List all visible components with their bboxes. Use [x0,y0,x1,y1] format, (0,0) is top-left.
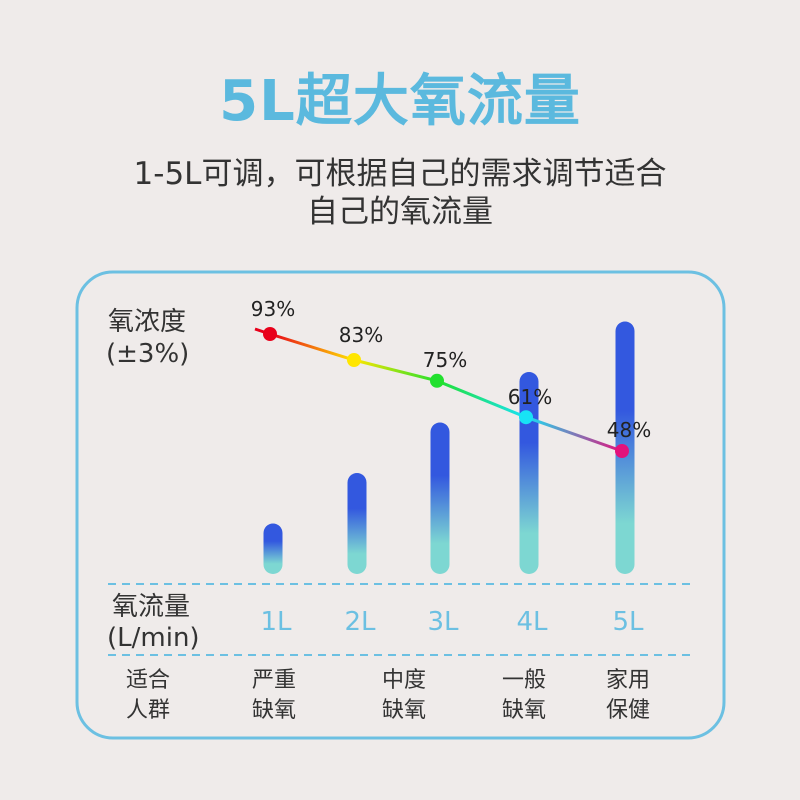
x-tick-label-1L: 1L [260,607,292,637]
y-axis-label-line1: 氧浓度 [108,307,186,337]
x-tick-label-2L: 2L [344,607,376,637]
flow-bar-3L [430,422,450,574]
group-label-2-line2: 缺氧 [502,698,546,723]
flow-bar-1L [263,523,283,574]
y-axis-label-line2: (±3%) [106,339,189,369]
concentration-point-5L [615,444,629,458]
page-title: 5L超大氧流量 [219,69,581,134]
concentration-label-5L: 48% [607,418,651,442]
flow-bar-2L [347,473,367,574]
concentration-point-2L [347,353,361,367]
group-label-2-line1: 一般 [502,668,546,693]
x-tick-label-4L: 4L [516,607,548,637]
subtitle-line-1: 1-5L可调，可根据自己的需求调节适合 [133,156,667,192]
x-tick-label-3L: 3L [427,607,459,637]
group-label-0-line1: 严重 [252,668,296,693]
row-label-line2: 人群 [126,698,170,723]
x-tick-label-5L: 5L [612,607,644,637]
group-label-0-line2: 缺氧 [252,698,296,723]
x-axis-label-line2: (L/min) [107,623,200,653]
group-label-1-line2: 缺氧 [382,698,426,723]
concentration-point-3L [430,373,444,388]
group-label-3-line1: 家用 [606,668,650,693]
concentration-point-4L [519,410,533,425]
concentration-point-1L [263,327,277,341]
x-axis-label-line1: 氧流量 [112,592,190,622]
subtitle-line-2: 自己的氧流量 [307,194,493,230]
chart-frame [75,270,726,740]
concentration-label-1L: 93% [251,297,295,321]
concentration-label-3L: 75% [423,348,467,372]
group-label-3-line2: 保健 [606,698,650,723]
concentration-label-2L: 83% [339,323,383,347]
group-label-1-line1: 中度 [382,668,426,693]
row-label-line1: 适合 [126,668,170,693]
concentration-label-4L: 61% [508,385,552,409]
